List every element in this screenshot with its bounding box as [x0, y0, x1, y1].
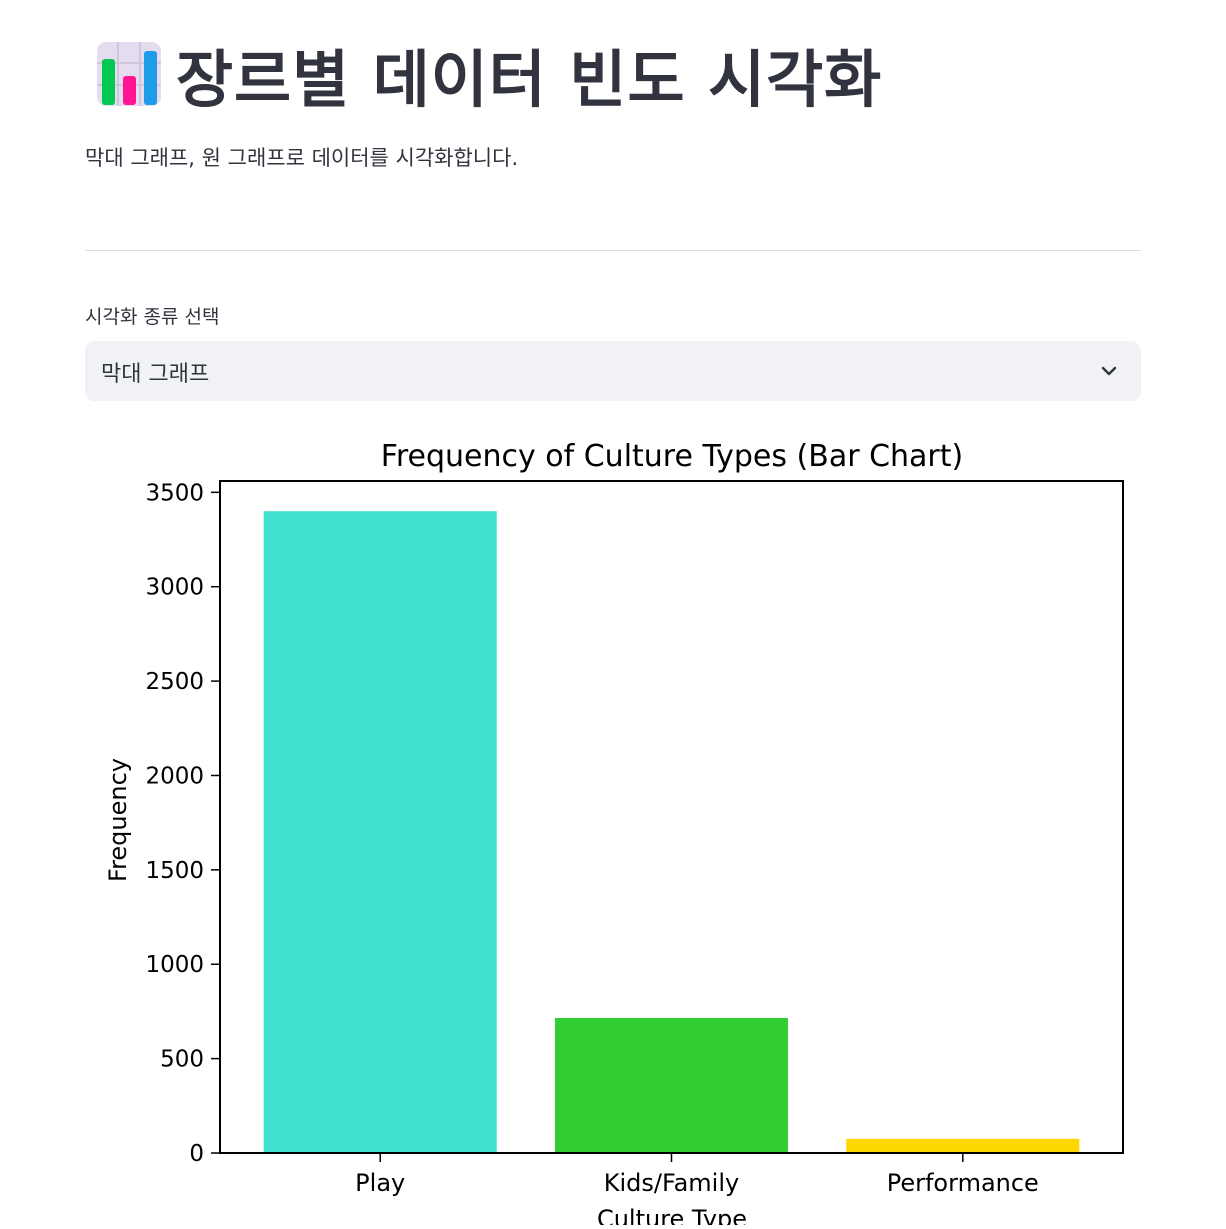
bar-kids-family [554, 1018, 789, 1153]
page-title: 장르별 데이터 빈도 시각화 [176, 43, 883, 116]
chart-title: Frequency of Culture Types (Bar Chart) [381, 439, 963, 474]
plot-frame [219, 480, 1124, 1154]
y-tick-label: 1500 [145, 858, 204, 884]
x-tick-label: Performance [887, 1169, 1039, 1197]
y-tick-label: 0 [189, 1141, 204, 1167]
y-axis-ticks: 0 500 1000 1500 2000 2500 3000 3500 [145, 480, 220, 1167]
select-value: 막대 그래프 [101, 362, 210, 387]
bars [263, 511, 1080, 1153]
y-tick-label: 2500 [145, 669, 204, 695]
x-axis-label: Culture Type [597, 1205, 747, 1225]
visualization-type-label: 시각화 종류 선택 [85, 306, 220, 328]
bar-play [263, 511, 497, 1153]
x-tick-label: Kids/Family [604, 1169, 739, 1197]
y-tick-label: 2000 [145, 763, 204, 789]
y-tick-label: 1000 [145, 952, 204, 978]
x-axis-ticks: Play Kids/Family Performance [355, 1153, 1039, 1197]
y-tick-label: 3000 [145, 575, 204, 601]
divider [85, 250, 1141, 251]
y-tick-label: 3500 [145, 480, 204, 506]
bar-chart-icon [97, 42, 161, 106]
bar-chart-svg: Frequency of Culture Types (Bar Chart) 0… [104, 439, 1124, 1229]
bar-chart: Frequency of Culture Types (Bar Chart) 0… [0, 420, 1226, 1229]
chevron-down-icon[interactable] [1099, 361, 1119, 381]
visualization-type-select[interactable]: 막대 그래프 [85, 341, 1141, 401]
page-header: 장르별 데이터 빈도 시각화 [96, 36, 882, 116]
bar-performance [846, 1138, 1080, 1153]
x-tick-label: Play [355, 1169, 405, 1197]
y-tick-label: 500 [160, 1047, 204, 1073]
y-axis-label: Frequency [104, 758, 132, 882]
page-subtitle: 막대 그래프, 원 그래프로 데이터를 시각화합니다. [85, 146, 519, 170]
